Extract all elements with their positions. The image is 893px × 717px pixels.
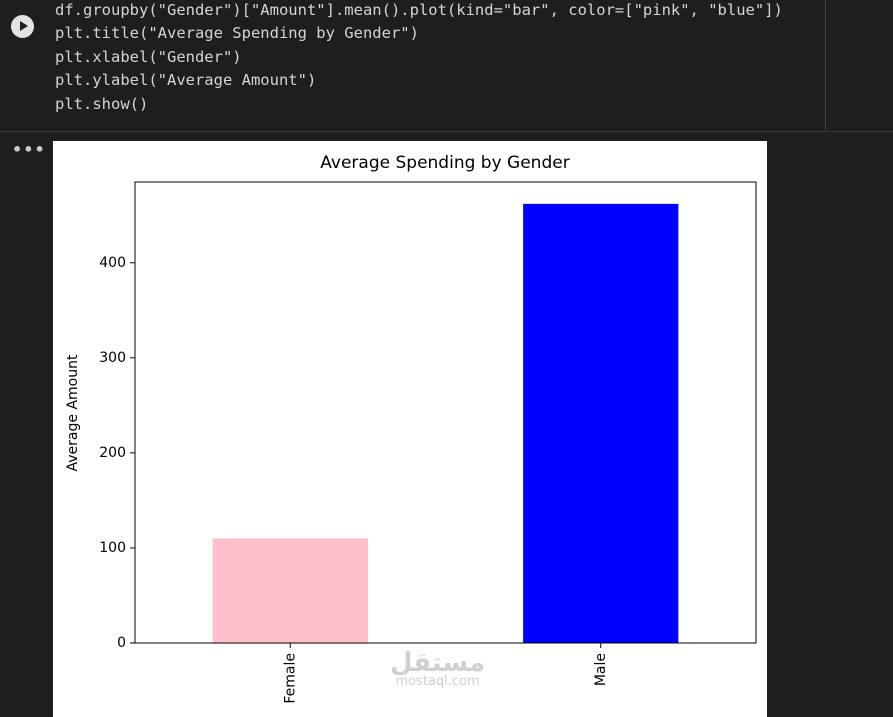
x-tick-label: Female (282, 653, 298, 704)
y-axis-label: Average Amount (65, 354, 81, 471)
run-button[interactable] (11, 15, 34, 38)
code-line: plt.ylabel("Average Amount") (55, 71, 317, 89)
code-line: plt.title("Average Spending by Gender") (55, 24, 419, 42)
y-tick-label: 300 (99, 350, 126, 366)
output-menu[interactable]: ••• (12, 140, 46, 159)
x-tick-label: Male (593, 653, 609, 686)
plot-frame (134, 181, 757, 644)
y-tick-label: 0 (117, 635, 126, 651)
chart-title: Average Spending by Gender (320, 153, 569, 173)
watermark-latin: mostaql.com (395, 674, 480, 689)
code-line: plt.xlabel("Gender") (55, 48, 242, 66)
y-tick-label: 200 (99, 445, 126, 461)
bar (523, 203, 679, 643)
watermark: مستقل mostaql.com (390, 648, 485, 689)
y-tick-label: 400 (99, 255, 126, 271)
watermark-arabic: مستقل (390, 648, 486, 678)
code-line: df.groupby("Gender")["Amount"].mean().pl… (55, 1, 783, 19)
code-cell: df.groupby("Gender")["Amount"].mean().pl… (0, 0, 893, 132)
cell-divider (825, 0, 826, 130)
y-tick-label: 100 (99, 540, 126, 556)
code-line: plt.show() (55, 95, 149, 113)
bar (212, 538, 368, 643)
chart: Average Spending by Gender Average Amoun… (53, 141, 767, 717)
